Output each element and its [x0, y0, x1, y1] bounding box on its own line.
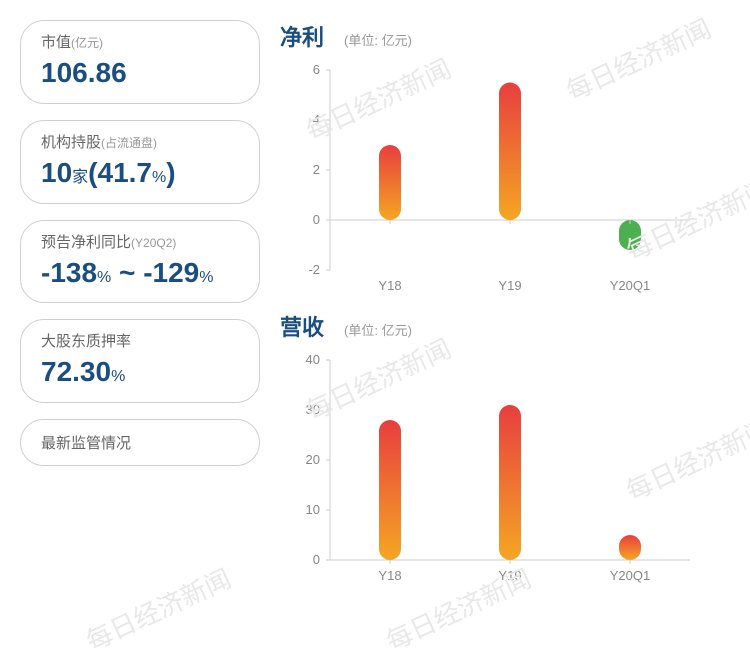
metric-value: 72.30%: [41, 357, 239, 388]
chart-unit: (单位: 亿元): [344, 320, 412, 339]
metric-label: 预告净利同比(Y20Q2): [41, 231, 239, 252]
y-tick-label: 10: [306, 502, 320, 517]
metric-value: -138% ~ -129%: [41, 258, 239, 289]
metric-card: 预告净利同比(Y20Q2) -138% ~ -129%: [20, 220, 260, 304]
metric-card: 大股东质押率 72.30%: [20, 319, 260, 403]
x-tick-label: Y18: [378, 568, 401, 583]
chart-block: 营收 (单位: 亿元) 0 10 20 30 40 Y18 Y19 Y20Q1: [280, 310, 730, 590]
y-tick-label: 0: [313, 212, 320, 227]
bar: [379, 145, 401, 220]
x-tick-label: Y18: [378, 278, 401, 293]
metric-label: 大股东质押率: [41, 330, 239, 351]
y-tick-label: 0: [313, 552, 320, 567]
x-tick-label: Y19: [498, 568, 521, 583]
y-tick-label: 20: [306, 452, 320, 467]
y-tick-label: 2: [313, 162, 320, 177]
metric-card: 市值(亿元) 106.86: [20, 20, 260, 104]
chart-unit: (单位: 亿元): [344, 30, 412, 49]
x-tick-label: Y19: [498, 278, 521, 293]
y-tick-label: 40: [306, 352, 320, 367]
metrics-sidebar: 市值(亿元) 106.86 机构持股(占流通盘) 10家(41.7%) 预告净利同比(Y…: [20, 20, 260, 590]
bar: [619, 535, 641, 560]
metric-value: 106.86: [41, 58, 239, 89]
chart-title: 净利: [280, 20, 324, 52]
y-tick-label: 6: [313, 62, 320, 77]
metric-label: 市值(亿元): [41, 31, 239, 52]
metric-card: 机构持股(占流通盘) 10家(41.7%): [20, 120, 260, 204]
regulatory-label: 最新监管情况: [41, 435, 131, 452]
metric-label: 机构持股(占流通盘): [41, 131, 239, 152]
y-tick-label: 30: [306, 402, 320, 417]
regulatory-card: 最新监管情况: [20, 419, 260, 466]
bar: [499, 405, 521, 560]
bar: [619, 220, 641, 250]
bar: [379, 420, 401, 560]
charts-panel: 净利 (单位: 亿元) -2 0 2 4 6 Y18 Y19 Y20Q1 营收 (单位: 亿元) 0 10…: [280, 20, 730, 590]
y-tick-label: -2: [308, 262, 320, 277]
x-tick-label: Y20Q1: [610, 568, 650, 583]
x-tick-label: Y20Q1: [610, 278, 650, 293]
bar-chart: 0 10 20 30 40 Y18 Y19 Y20Q1: [280, 350, 700, 590]
chart-title: 营收: [280, 310, 324, 342]
y-tick-label: 4: [313, 112, 320, 127]
chart-block: 净利 (单位: 亿元) -2 0 2 4 6 Y18 Y19 Y20Q1: [280, 20, 730, 300]
metric-value: 10家(41.7%): [41, 158, 239, 189]
bar-chart: -2 0 2 4 6 Y18 Y19 Y20Q1: [280, 60, 700, 300]
bar: [499, 83, 521, 221]
